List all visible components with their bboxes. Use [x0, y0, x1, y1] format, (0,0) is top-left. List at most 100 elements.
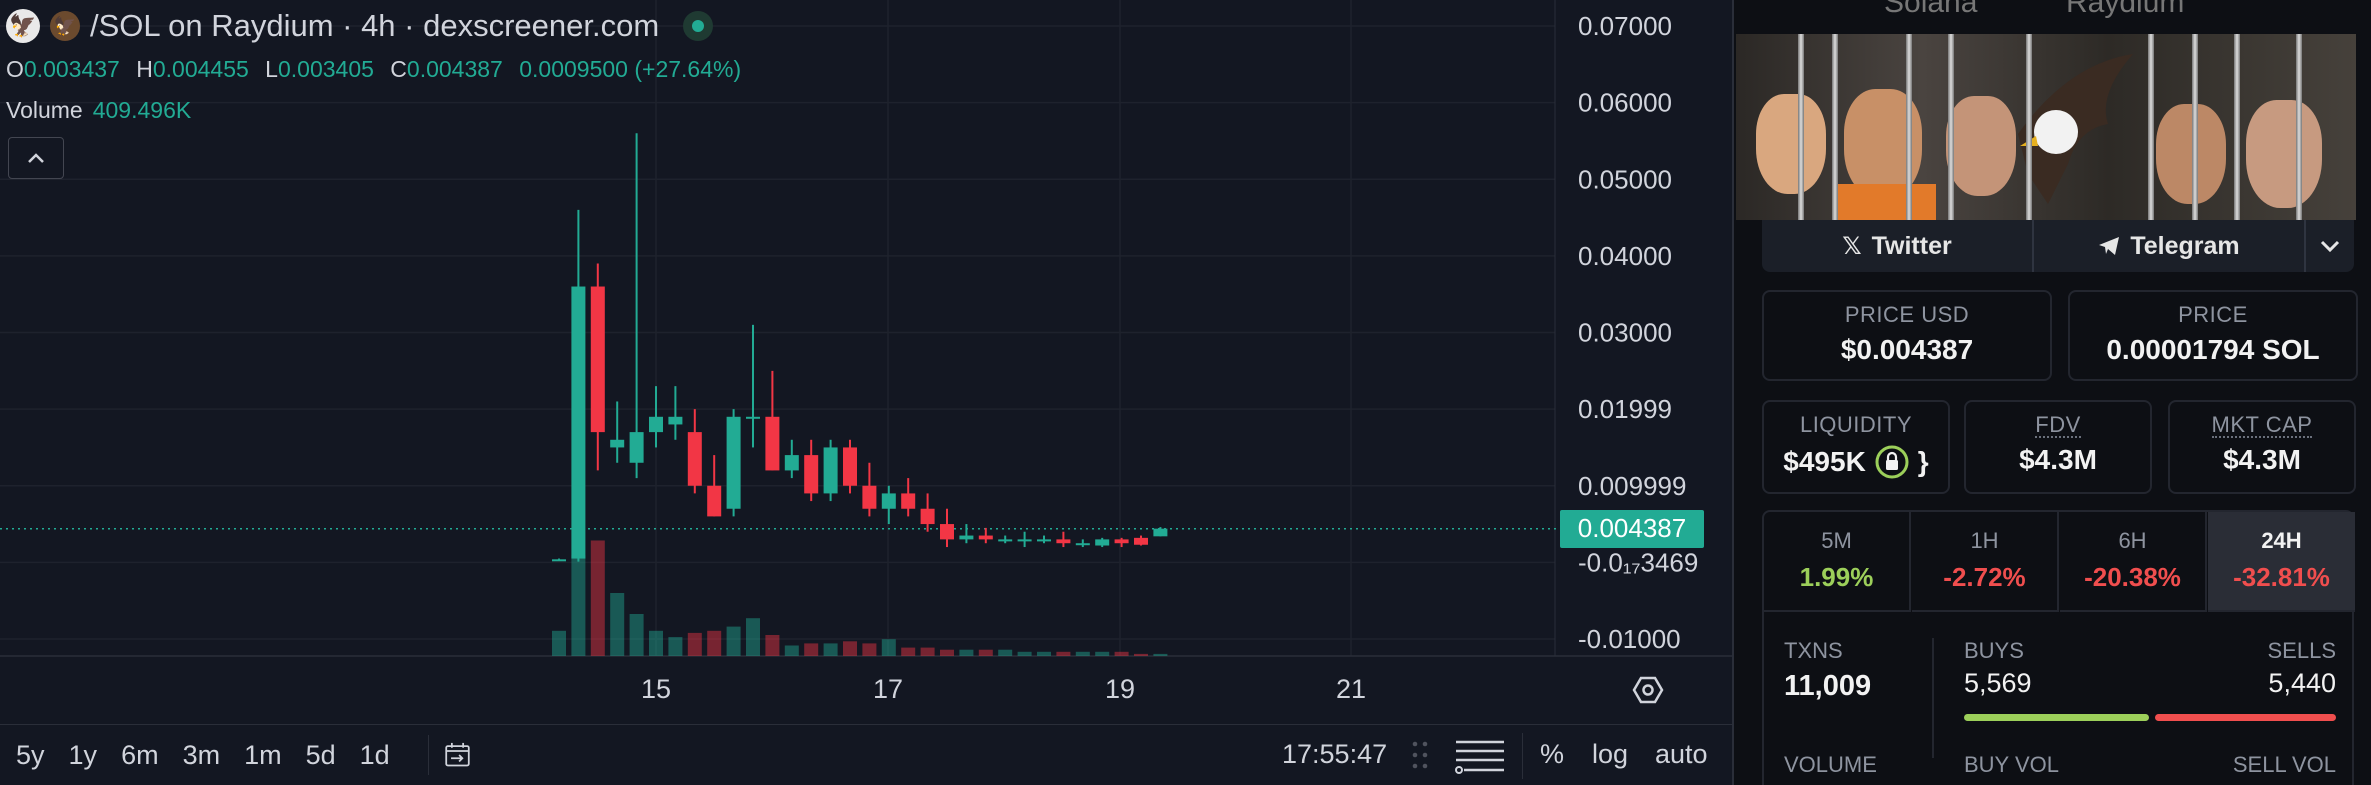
- volume-bar: [1037, 651, 1051, 656]
- low-key: L: [265, 56, 278, 82]
- change-value: 0.0009500 (+27.64%): [519, 56, 742, 82]
- mkt-cap-card: MKT CAP $4.3M: [2168, 400, 2356, 494]
- banner-figure: [1756, 94, 1826, 194]
- buy-ratio-fill: [1964, 714, 2149, 721]
- tab-5m[interactable]: 5M 1.99%: [1764, 512, 1911, 612]
- volume-bar: [1017, 651, 1032, 656]
- price-axis-label: -0.0₁₇3469: [1578, 547, 1698, 577]
- more-links-button[interactable]: [2306, 220, 2354, 272]
- volume-bar: [1056, 651, 1071, 656]
- live-status-icon: [683, 11, 714, 41]
- liquidity-label: LIQUIDITY: [1799, 412, 1913, 437]
- time-axis-label: 15: [641, 674, 671, 704]
- volume-bar: [998, 649, 1013, 656]
- token-secondary-icon: 🦅: [50, 11, 80, 41]
- chart-title-row: 🦅 🦅 /SOL on Raydium · 4h · dexscreener.c…: [6, 8, 714, 44]
- volume-bar: [901, 647, 916, 656]
- liquidity-value: $495K: [1783, 446, 1866, 477]
- tab-6h[interactable]: 6H -20.38%: [2060, 512, 2207, 612]
- tab-6h-change: -20.38%: [2084, 562, 2181, 592]
- buys-value: 5,569: [1964, 668, 2032, 698]
- tab-24h[interactable]: 24H -32.81%: [2208, 512, 2355, 612]
- telegram-button[interactable]: Telegram: [2034, 220, 2306, 272]
- tab-24h-change: -32.81%: [2233, 562, 2330, 592]
- candle-body: [1056, 539, 1071, 544]
- high-value: 0.004455: [152, 56, 249, 82]
- chart-title: /SOL on Raydium · 4h · dexscreener.com: [90, 8, 660, 43]
- fdv-value: $4.3M: [2019, 444, 2097, 475]
- tab-6h-label: 6H: [2118, 528, 2147, 553]
- chain-name[interactable]: Solana: [1884, 0, 1978, 19]
- volume-bar: [1134, 653, 1148, 656]
- chevron-up-icon: [28, 153, 44, 163]
- telegram-icon: [2099, 237, 2120, 255]
- log-scale-button[interactable]: log: [1592, 739, 1629, 769]
- collapse-legend-button[interactable]: [8, 137, 64, 179]
- candle-body: [1017, 539, 1032, 542]
- candle-body: [1037, 539, 1051, 542]
- banner-figure: [1946, 96, 2016, 196]
- candle-body: [784, 455, 799, 471]
- chevron-down-icon: [2320, 240, 2340, 253]
- locked-liquidity-icon[interactable]: [1874, 444, 1910, 480]
- timeframe-5d[interactable]: 5d: [305, 739, 336, 770]
- date-range-icon[interactable]: [427, 735, 472, 775]
- volume-bar: [823, 643, 838, 656]
- percent-scale-button[interactable]: %: [1540, 739, 1565, 769]
- twitter-button[interactable]: 𝕏 Twitter: [1762, 220, 2034, 272]
- price-axis-label: 0.04000: [1578, 241, 1672, 271]
- chart-settings-icon[interactable]: [1628, 672, 1668, 708]
- utc-clock[interactable]: 17:55:47: [1282, 739, 1388, 769]
- auto-scale-button[interactable]: auto: [1655, 739, 1708, 769]
- candle-body: [590, 286, 605, 433]
- tab-1h[interactable]: 1H -2.72%: [1912, 512, 2059, 612]
- time-axis-label: 21: [1336, 674, 1366, 704]
- candle-body: [649, 416, 663, 433]
- low-value: 0.003405: [277, 56, 374, 82]
- chart-menu-icon[interactable]: [1452, 735, 1508, 777]
- candle-body: [843, 447, 857, 486]
- volume-bar: [881, 639, 896, 656]
- timeframe-6m[interactable]: 6m: [121, 739, 159, 770]
- banner-bar: [1832, 34, 1838, 220]
- price-chart[interactable]: 0.07000 0.06000 0.05000 0.04000 0.03000 0.019…: [0, 0, 1732, 785]
- dex-name[interactable]: Raydium: [2066, 0, 2185, 19]
- candle-body: [746, 416, 760, 419]
- candle-body: [881, 493, 896, 509]
- volume-bar: [959, 649, 974, 656]
- current-price-tag: 0.004387: [1560, 509, 1704, 548]
- price-usd-label: PRICE USD: [1844, 302, 1970, 327]
- volume-bar: [804, 643, 819, 656]
- candle-body: [629, 432, 644, 463]
- timeframe-1d[interactable]: 1d: [359, 739, 390, 770]
- price-sol-card: PRICE 0.00001794 SOL: [2068, 290, 2358, 381]
- x-logo-icon: 𝕏: [1842, 232, 1862, 260]
- timeframe-3m[interactable]: 3m: [182, 739, 221, 770]
- timeframe-1y[interactable]: 1y: [68, 739, 98, 770]
- volume-bar: [746, 618, 760, 656]
- fdv-label[interactable]: FDV: [2035, 412, 2081, 438]
- banner-bar: [2296, 34, 2302, 220]
- candle-body: [571, 286, 586, 559]
- banner-bar: [1906, 34, 1912, 220]
- timeframe-1m[interactable]: 1m: [244, 739, 282, 770]
- drag-handle-icon[interactable]: [1410, 737, 1430, 773]
- chart-bottom-toolbar: 5y 1y 6m 3m 1m 5d 1d 17:55:47 % log auto: [0, 724, 1732, 785]
- timeframe-5y[interactable]: 5y: [16, 739, 45, 770]
- candle-body: [920, 508, 935, 525]
- volume-bar: [978, 649, 993, 656]
- chart-pane[interactable]: 0.07000 0.06000 0.05000 0.04000 0.03000 0.019…: [0, 0, 1732, 785]
- sell-ratio-fill: [2155, 714, 2336, 721]
- volume-row: Volume 409.496K: [6, 97, 191, 124]
- candle-body: [668, 416, 683, 425]
- mkt-cap-label[interactable]: MKT CAP: [2211, 412, 2313, 438]
- tab-1h-label: 1H: [1970, 528, 1999, 553]
- volume-bar: [784, 645, 799, 656]
- close-value: 0.004387: [406, 56, 503, 82]
- candle-body: [1095, 539, 1110, 546]
- time-axis-label: 19: [1105, 674, 1135, 704]
- candle-body: [804, 455, 819, 494]
- price-axis-label: 0.07000: [1578, 11, 1672, 41]
- candle-body: [552, 559, 566, 562]
- stats-divider: [1932, 638, 1934, 758]
